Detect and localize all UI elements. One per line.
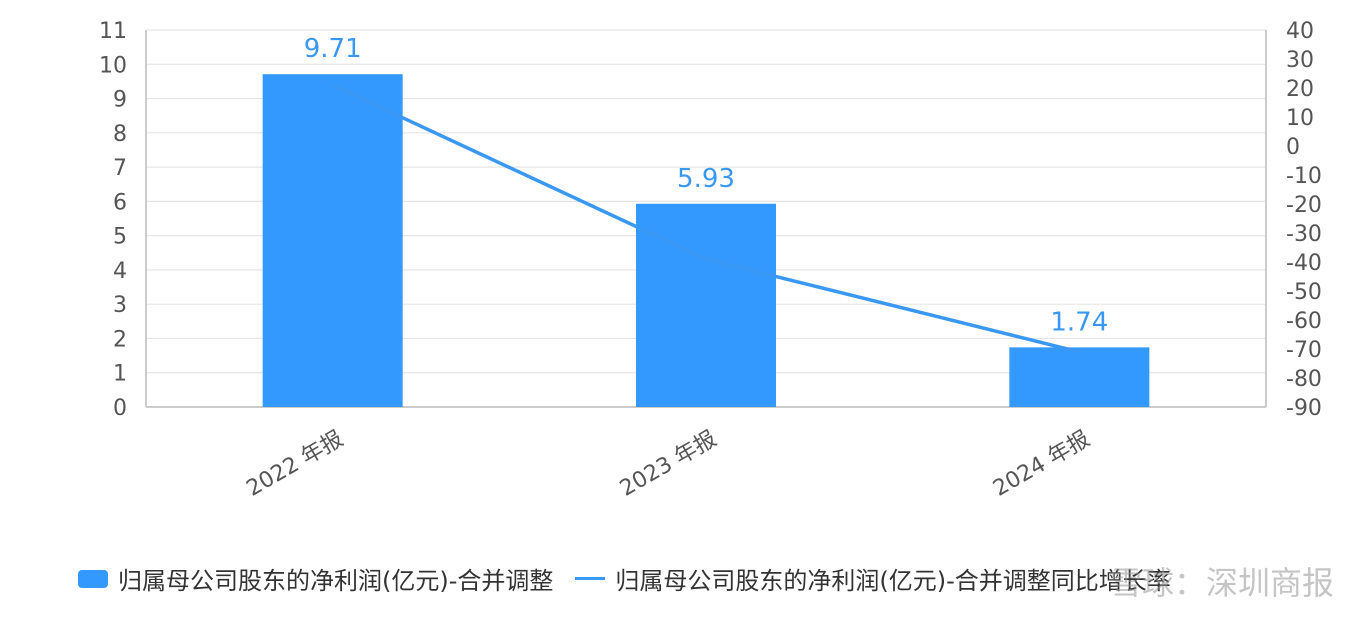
watermark: 雪球：深圳商报 [1109,564,1334,602]
y-left-tick-label: 3 [113,293,127,318]
y-right-tick-label: 10 [1286,106,1314,131]
bar-data-label: 5.93 [677,164,735,194]
y-right-tick-label: -90 [1286,396,1322,421]
y-right-tick-label: -10 [1286,164,1322,189]
y-right-tick-label: -40 [1286,251,1322,276]
y-right-tick-label: -70 [1286,338,1322,363]
x-tick-label: 2023 年报 [616,427,721,502]
y-right-tick-label: -60 [1286,309,1322,334]
y-left-tick-label: 9 [113,88,127,113]
bar-series [262,74,1150,407]
y-right-tick-label: -20 [1286,193,1322,218]
legend-item-bar[interactable]: 归属母公司股东的净利润(亿元)-合并调整 [78,561,553,596]
bar [262,74,403,407]
y-left-tick-label: 6 [113,190,127,215]
y-right-tick-label: 20 [1286,77,1314,102]
y-right-tick-label: -80 [1286,367,1322,392]
data-labels: 9.71 5.93 1.74 [304,34,1109,337]
bar-data-label: 9.71 [304,34,362,64]
y-left-tick-label: 11 [99,19,127,44]
y-right-tick-label: 0 [1286,135,1300,160]
y-right-tick-label: 30 [1286,48,1314,73]
y-left-tick-label: 7 [113,156,127,181]
y-right-tick-label: -30 [1286,222,1322,247]
y-left-tick-label: 10 [99,53,127,78]
legend-line-label: 归属母公司股东的净利润(亿元)-合并调整同比增长率 [615,567,1171,595]
legend: 归属母公司股东的净利润(亿元)-合并调整 归属母公司股东的净利润(亿元)-合并调… [78,561,1193,596]
combo-chart: 0 1 2 3 4 5 6 7 8 9 10 11 -90 -80 -70 -60 -50 -40 -30 -20 -1… [99,19,1322,502]
bar [1009,347,1150,407]
x-tick-label: 2022 年报 [243,427,348,502]
legend-item-line[interactable]: 归属母公司股东的净利润(亿元)-合并调整同比增长率 [575,561,1171,596]
y-left-tick-label: 1 [113,362,127,387]
line-series [331,83,1080,354]
y-right-tick-label: -50 [1286,280,1322,305]
bar [636,203,776,407]
legend-bar-swatch [78,569,108,588]
x-tick-label: 2024 年报 [989,427,1094,502]
y-left-tick-label: 4 [113,259,127,284]
y-left-tick-label: 2 [113,327,127,352]
y-left-tick-label: 8 [113,122,127,147]
y-right-tick-label: 40 [1286,19,1314,44]
legend-bar-label: 归属母公司股东的净利润(亿元)-合并调整 [118,567,554,595]
y-left-tick-label: 0 [113,396,127,421]
bar-data-label: 1.74 [1050,307,1108,337]
legend-line-swatch [575,577,606,580]
y-left-tick-label: 5 [113,225,127,250]
